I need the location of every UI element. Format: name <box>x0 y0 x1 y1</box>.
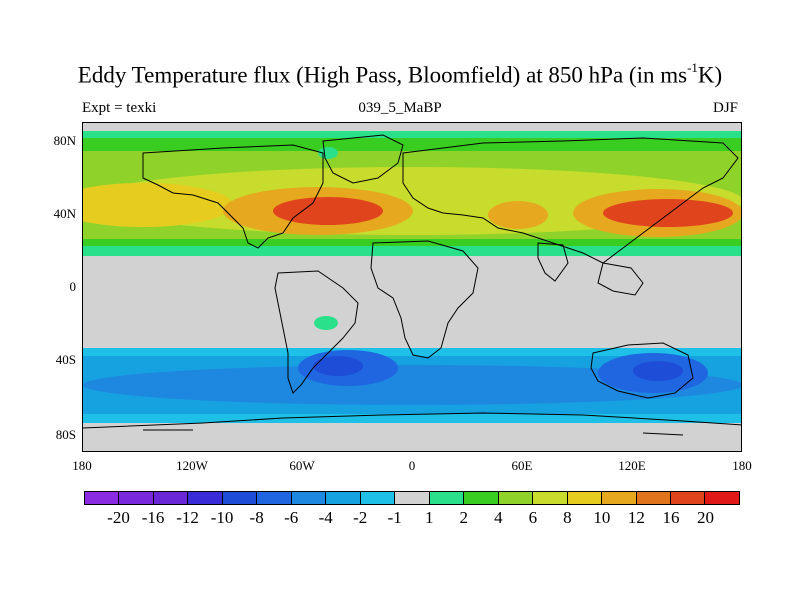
colorbar-swatch <box>498 492 534 504</box>
north-america-outline <box>142 144 324 249</box>
colorbar-label: -2 <box>353 508 368 527</box>
colorbar-label: 10 <box>593 508 611 527</box>
x-tick-120w: 120W <box>176 458 208 473</box>
colorbar-label: -8 <box>249 508 264 527</box>
colorbar-swatch <box>119 492 154 504</box>
y-tick-80n: 80N <box>53 133 76 148</box>
x-tick-60w: 60W <box>289 458 315 473</box>
south-pole-outline <box>143 429 684 436</box>
colorbar-label: -6 <box>284 508 299 527</box>
nh-orange-pacific <box>83 183 233 227</box>
map-plot-area <box>82 122 742 452</box>
africa-outline <box>370 240 479 359</box>
colorbar-label: 6 <box>528 508 538 527</box>
colorbar-label: -16 <box>141 508 165 527</box>
colorbar-swatch <box>429 492 465 504</box>
x-tick-60e: 60E <box>511 458 533 473</box>
colorbar-swatch <box>395 492 430 504</box>
x-tick-180w: 180 <box>72 458 92 473</box>
sh-band-mid <box>83 365 741 405</box>
x-tick-0: 0 <box>408 458 416 473</box>
colorbar-swatch <box>705 492 739 504</box>
colorbar-swatch <box>464 492 499 504</box>
greenland-outline <box>322 134 404 184</box>
south-america-outline <box>274 270 359 394</box>
colorbar-label: 2 <box>459 508 469 527</box>
x-tick-120e: 120E <box>618 458 646 473</box>
eurasia-outline <box>402 137 739 264</box>
colorbar-swatch <box>326 492 361 504</box>
antarctica-outline <box>83 412 741 429</box>
colorbar-swatch <box>670 492 706 504</box>
y-tick-0: 0 <box>69 279 77 294</box>
colorbar-swatch <box>291 492 327 504</box>
experiment-label: Expt = texki <box>82 100 157 116</box>
colorbar <box>84 491 740 505</box>
colorbar-label: 8 <box>563 508 572 527</box>
colorbar-swatch <box>257 492 292 504</box>
nh-orange-asia <box>488 201 548 229</box>
colorbar-label: 4 <box>494 508 503 527</box>
y-tick-80s: 80S <box>55 427 76 442</box>
colorbar-label: -4 <box>318 508 333 527</box>
colorbar-label: 20 <box>696 508 714 527</box>
colorbar-label: -10 <box>210 508 234 527</box>
nh-red-atlantic <box>273 197 383 225</box>
colorbar-swatch <box>85 492 120 504</box>
colorbar-swatch <box>153 492 189 504</box>
colorbar-swatch <box>636 492 671 504</box>
colorbar-swatch <box>567 492 603 504</box>
colorbar-swatch <box>188 492 223 504</box>
southeast-asia-outline <box>597 262 644 296</box>
tropical-green-spot <box>314 316 338 330</box>
sh-dark-pacific <box>633 361 683 381</box>
y-tick-40n: 40N <box>53 206 76 221</box>
colorbar-swatch <box>360 492 396 504</box>
colorbar-label: 12 <box>627 508 645 527</box>
nh-cyan-spot <box>318 147 338 159</box>
flux-field <box>83 131 741 436</box>
y-tick-40s: 40S <box>55 352 76 367</box>
colorbar-swatch <box>602 492 637 504</box>
colorbar-label: -1 <box>387 508 402 527</box>
nh-red-east <box>603 199 733 227</box>
australia-outline <box>590 342 694 399</box>
colorbar-label: -20 <box>107 508 130 527</box>
colorbar-label: 1 <box>425 508 434 527</box>
india-outline <box>537 242 569 282</box>
sh-dark-atlantic <box>313 356 363 376</box>
season-label: DJF <box>712 100 738 116</box>
colorbar-swatch <box>533 492 568 504</box>
colorbar-label: 16 <box>662 508 680 527</box>
period-label: 039_5_MaBP <box>358 100 442 116</box>
colorbar-label: -12 <box>176 508 199 527</box>
chart-title: Eddy Temperature flux (High Pass, Bloomf… <box>77 60 723 88</box>
x-tick-180e: 180 <box>732 458 752 473</box>
continent-outlines <box>83 134 741 436</box>
colorbar-swatch <box>222 492 258 504</box>
